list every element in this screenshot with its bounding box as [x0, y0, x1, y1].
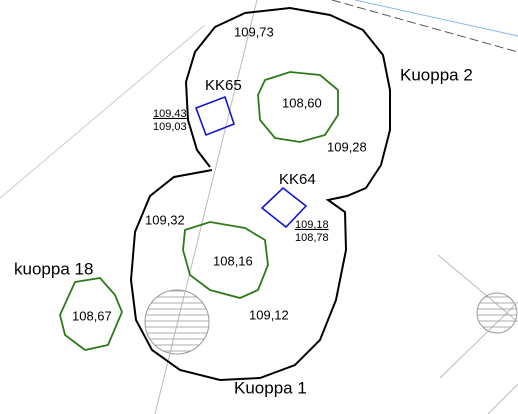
square-label: KK64 — [279, 171, 316, 188]
square-label: KK65 — [205, 77, 242, 94]
grid-line — [487, 383, 518, 414]
grid-line — [0, 24, 206, 199]
elevation: 109,18 — [295, 219, 329, 231]
pit — [257, 71, 339, 143]
elevation: 109,03 — [153, 121, 187, 133]
elevation: 108,78 — [295, 232, 329, 244]
water-line — [354, 0, 518, 37]
pit — [59, 277, 123, 351]
elevation: 108,67 — [72, 308, 112, 323]
elevation: 108,60 — [282, 95, 322, 110]
elevation: 109,32 — [145, 212, 185, 227]
elevation: 109,28 — [327, 139, 367, 154]
boundary-line — [331, 0, 518, 53]
test-square — [194, 95, 235, 137]
feature-label: Kuoppa 2 — [400, 65, 473, 84]
pit — [182, 221, 269, 299]
elevation: 109,12 — [249, 307, 289, 322]
elevation: 108,16 — [213, 253, 253, 268]
test-square — [260, 186, 308, 229]
feature-label: kuoppa 18 — [14, 259, 93, 278]
stone — [476, 292, 518, 334]
elevation: 109,43 — [153, 108, 187, 120]
stone — [144, 289, 210, 355]
pit-outline — [129, 6, 391, 382]
elevation: 109,73 — [234, 24, 274, 39]
feature-label: Kuoppa 1 — [234, 378, 307, 397]
